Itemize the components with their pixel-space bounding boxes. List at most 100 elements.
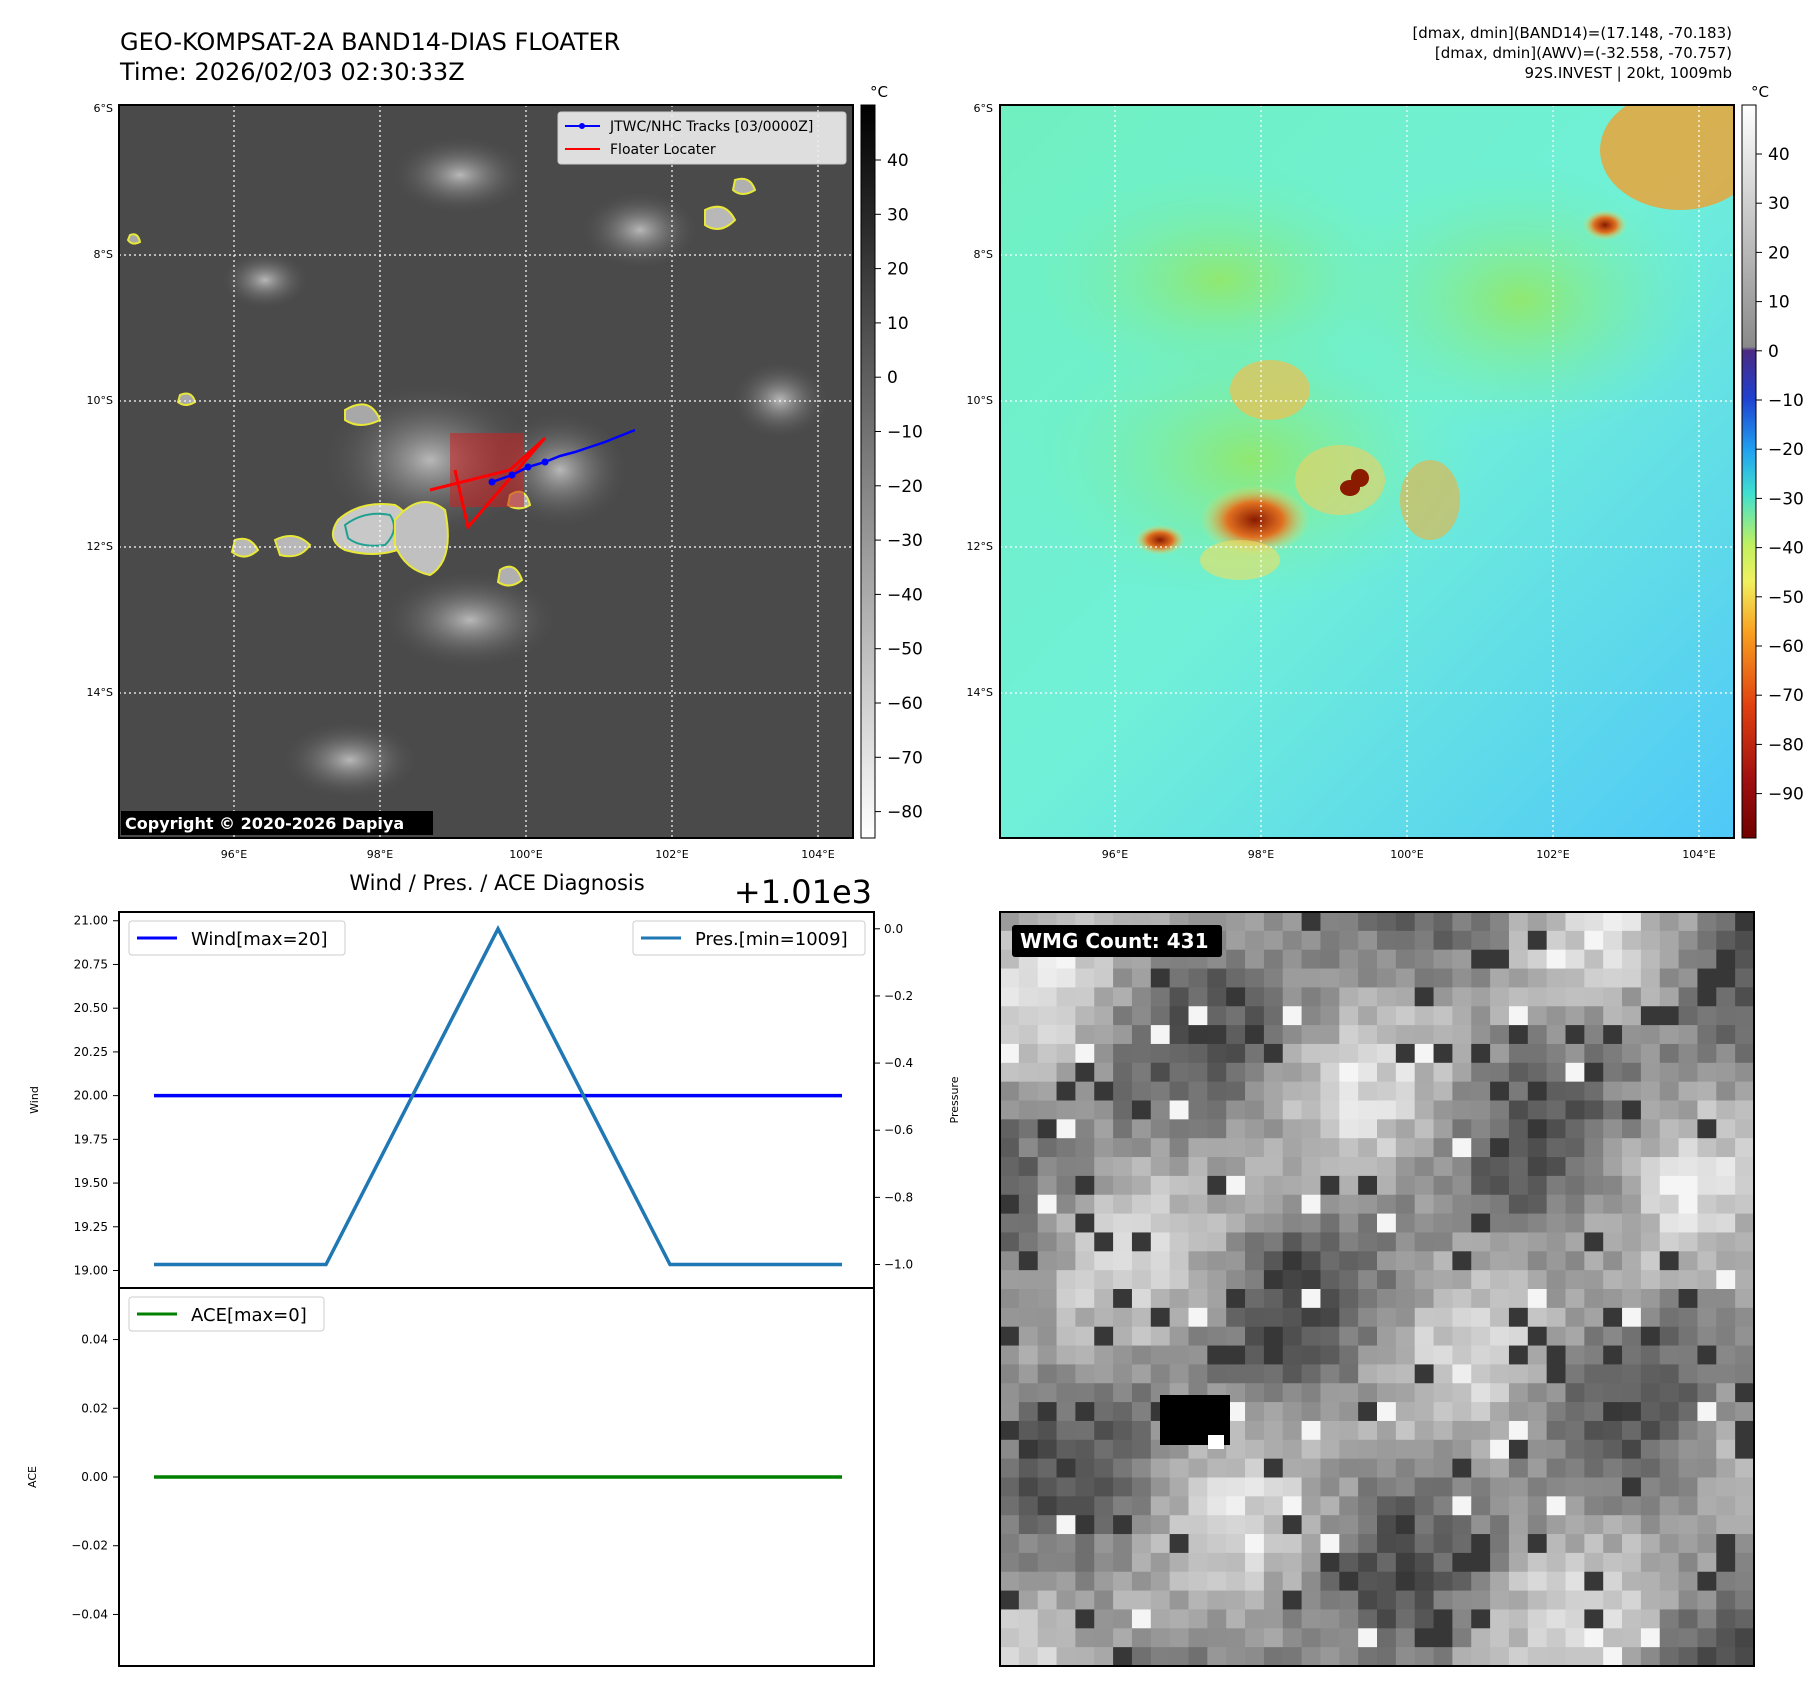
wind-pressure-frame	[118, 911, 875, 1289]
pressure-tick-label: −0.2	[884, 989, 913, 1003]
info-band14: [dmax, dmin](BAND14)=(17.148, -70.183)	[1412, 24, 1732, 42]
awv-colorbar-tick-label: −10	[1768, 391, 1804, 411]
awv-colorbar-tick-label: −80	[1768, 735, 1804, 755]
pressure-tick-label: −0.6	[884, 1123, 913, 1137]
pressure-offset-text: +1.01e3	[734, 873, 872, 911]
ir-colorbar-tick-label: 20	[887, 260, 909, 280]
awv-colorbar-tick-label: 0	[1768, 342, 1779, 362]
awv-colorbar-tick-label: 30	[1768, 194, 1790, 214]
ir-lat-12s: 12°S	[87, 540, 113, 553]
pressure-tick-label: 0.0	[884, 922, 903, 936]
ir-colorbar-unit: °C	[870, 83, 888, 101]
awv-lon-labels: 96°E 98°E 100°E 102°E 104°E	[1102, 848, 1716, 861]
wmg-center-dot	[1208, 1435, 1224, 1449]
info-awv: [dmax, dmin](AWV)=(-32.558, -70.757)	[1435, 44, 1732, 62]
wind-legend-label: Wind[max=20]	[191, 929, 328, 950]
awv-colorbar-tick-label: −60	[1768, 637, 1804, 657]
ir-colorbar-tick-label: −30	[887, 531, 923, 551]
ace-tick-label: 0.04	[81, 1333, 108, 1347]
ir-lon-104e: 104°E	[801, 848, 834, 861]
awv-lat-6s: 6°S	[974, 102, 993, 115]
ir-colorbar-tick-label: −10	[887, 423, 923, 443]
wmg-count-label: WMG Count: 431	[1020, 929, 1209, 953]
ir-colorbar-tick-label: −70	[887, 748, 923, 768]
ir-legend: JTWC/NHC Tracks [03/0000Z] Floater Locat…	[557, 111, 847, 165]
legend-tracks-label: JTWC/NHC Tracks [03/0000Z]	[609, 119, 813, 135]
awv-colorbar-tick-label: 10	[1768, 293, 1790, 313]
pressure-series-line	[154, 924, 842, 1267]
awv-lon-102e: 102°E	[1536, 848, 1569, 861]
awv-colorbar-tick-label: −40	[1768, 539, 1804, 559]
ir-colorbar-tick-label: 30	[887, 205, 909, 225]
copyright-text: Copyright © 2020-2026 Dapiya	[125, 814, 404, 833]
ir-lat-10s: 10°S	[87, 394, 113, 407]
pressure-tick-label: −0.4	[884, 1056, 913, 1070]
wmg-panel: WMG Count: 431	[999, 911, 1755, 1667]
ir-lat-6s: 6°S	[94, 102, 113, 115]
ir-lon-96e: 96°E	[221, 848, 247, 861]
ace-tick-label: 0.02	[81, 1401, 108, 1415]
awv-map-frame	[999, 104, 1735, 839]
ir-lat-14s: 14°S	[87, 686, 113, 699]
wind-legend: Wind[max=20]	[128, 920, 346, 956]
awv-lat-labels: 6°S 8°S 10°S 12°S 14°S	[967, 102, 993, 699]
awv-colorbar-tick-label: −20	[1768, 440, 1804, 460]
ir-colorbar-tick-label: −80	[887, 803, 923, 823]
ir-colorbar-tick-label: −20	[887, 477, 923, 497]
jtwc-track-points	[488, 458, 549, 486]
ir-lat-labels: 6°S 8°S 10°S 12°S 14°S	[87, 102, 113, 699]
pressure-legend: Pres.[min=1009]	[632, 920, 866, 956]
ir-colorbar-tick-label: −50	[887, 640, 923, 660]
awv-gridlines	[1000, 105, 1734, 838]
wmg-frame	[999, 911, 1755, 1667]
pressure-tick-label: −1.0	[884, 1258, 913, 1272]
floater-locater-line	[429, 436, 547, 531]
wind-tick-label: 20.00	[74, 1089, 108, 1103]
ir-colorbar-tick-label: 0	[887, 368, 898, 388]
ir-lon-100e: 100°E	[509, 848, 542, 861]
wmg-label-box	[1012, 925, 1222, 957]
awv-lon-104e: 104°E	[1682, 848, 1715, 861]
jtwc-track-line	[491, 428, 636, 484]
ace-chart: 0.04 0.02 0.00 −0.02 −0.04 ACE ACE[max=0]	[26, 1287, 875, 1667]
ir-lon-98e: 98°E	[367, 848, 393, 861]
awv-lat-14s: 14°S	[967, 686, 993, 699]
map-timestamp: Time: 2026/02/03 02:30:33Z	[119, 58, 465, 86]
awv-colorbar-unit: °C	[1751, 83, 1769, 101]
awv-lat-10s: 10°S	[967, 394, 993, 407]
ace-tick-label: −0.02	[71, 1539, 108, 1553]
awv-lon-98e: 98°E	[1248, 848, 1274, 861]
map-title: GEO-KOMPSAT-2A BAND14-DIAS FLOATER	[120, 28, 620, 56]
wind-pressure-chart: 21.00 20.75 20.50 20.25 20.00 19.75 19.50 19.25…	[28, 911, 961, 1289]
copyright-box	[121, 811, 433, 835]
info-storm: 92S.INVEST | 20kt, 1009mb	[1524, 64, 1732, 82]
ir-map: JTWC/NHC Tracks [03/0000Z] Floater Locat…	[118, 104, 854, 839]
ace-tick-label: −0.04	[71, 1607, 108, 1621]
wind-tick-label: 19.75	[74, 1132, 108, 1146]
wind-tick-label: 20.50	[74, 1001, 108, 1015]
awv-colorbar-tick-label: −90	[1768, 785, 1804, 805]
pressure-tick-label: −0.8	[884, 1190, 913, 1204]
pressure-legend-label: Pres.[min=1009]	[695, 929, 848, 950]
awv-map	[999, 104, 1735, 839]
awv-lon-96e: 96°E	[1102, 848, 1128, 861]
ace-legend: ACE[max=0]	[128, 1296, 325, 1332]
ir-map-frame	[118, 104, 854, 839]
ace-legend-label: ACE[max=0]	[191, 1305, 307, 1326]
wind-tick-label: 19.25	[74, 1220, 108, 1234]
ir-colorbar-tick-label: −40	[887, 585, 923, 605]
awv-colorbar-tick-label: −70	[1768, 686, 1804, 706]
awv-colorbar: °C 40 30 20 10 0 −10 −20 −30 −40 −50 −60 −70 −80 −90	[1741, 83, 1804, 839]
wind-tick-label: 20.75	[74, 957, 108, 971]
pressure-axis-label: Pressure	[948, 1076, 961, 1123]
wind-axis-label: Wind	[28, 1086, 41, 1114]
awv-colorbar-tick-label: 40	[1768, 145, 1790, 165]
ir-lat-8s: 8°S	[94, 248, 113, 261]
ir-lon-labels: 96°E 98°E 100°E 102°E 104°E	[221, 848, 835, 861]
awv-colorbar-tick-label: 20	[1768, 243, 1790, 263]
ir-colorbar: °C 40 30 20 10 0 −10 −20 −30 −40 −50 −60 −70 −80	[860, 83, 923, 839]
ir-colorbar-tick-label: −60	[887, 694, 923, 714]
awv-lat-12s: 12°S	[967, 540, 993, 553]
wind-tick-label: 20.25	[74, 1045, 108, 1059]
